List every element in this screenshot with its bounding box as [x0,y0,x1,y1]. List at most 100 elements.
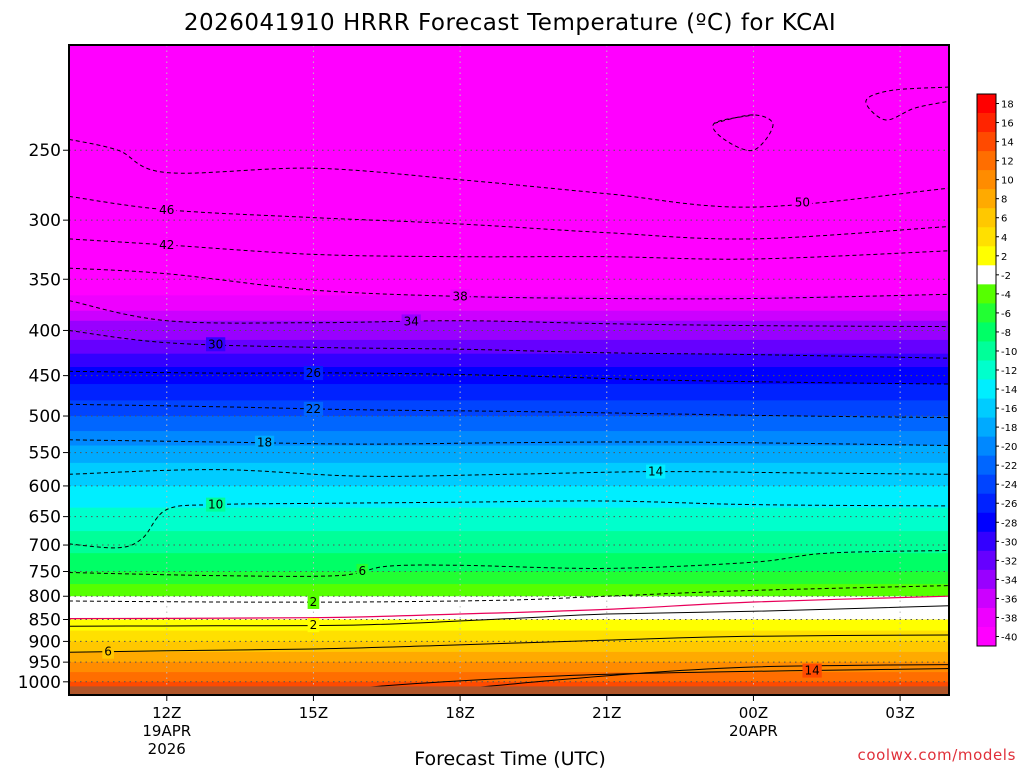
temperature-band [69,325,949,332]
temperature-band [69,396,949,402]
x-tick-label: 12Z [152,704,181,722]
temperature-band [69,459,949,464]
colorbar-label: -22 [1001,461,1017,472]
y-tick-label: 1000 [18,673,61,693]
isotherm-2 [69,605,949,627]
colorbar-swatch [977,303,996,323]
temperature-band [69,452,949,457]
temperature-band [69,310,949,317]
temperature-band [69,522,949,527]
colorbar-label: -24 [1001,480,1017,491]
contour-label-bg [356,563,369,578]
y-tick-label: 400 [29,321,61,341]
temperature-band [69,320,949,327]
chart-title: 2026041910 HRRR Forecast Temperature (ºC… [184,10,836,36]
colorbar-swatch [977,113,996,133]
temperature-band [69,362,949,368]
temperature-band [69,651,949,655]
temperature-band [69,579,949,583]
contour-label-bg [254,435,275,450]
temperature-band [69,462,949,468]
temperature-band [69,628,949,632]
temperature-band [69,596,949,600]
temperature-band [69,645,949,649]
colorbar-swatch [977,246,996,266]
contour-label-bg [303,401,324,416]
contour-label: 26 [306,366,321,380]
x-axis-label: Forecast Time (UTC) [414,748,605,768]
colorbar-swatch [977,265,996,285]
temperature-band [69,134,949,144]
temperature-band [69,492,949,497]
isotherm-minus-10 [69,500,949,549]
temperature-band [69,244,949,252]
temperature-band [69,676,949,679]
temperature-band [69,449,949,454]
contour-label-bg [646,464,666,479]
isotherm-minus-2 [69,585,949,603]
temperature-band [69,358,949,364]
colorbar-swatch [977,550,996,571]
isotherm-0 [69,595,949,620]
temperature-band [69,626,949,630]
y-tick-label: 650 [29,508,61,528]
temperature-band [69,226,949,234]
x-tick-label: 21Z [592,704,621,722]
y-tick-label: 950 [29,653,61,673]
temperature-band [69,344,949,350]
temperature-band [69,584,949,588]
isotherm-minus-42 [69,238,949,260]
contour-label-bg [157,202,177,217]
temperature-band [69,485,949,490]
temperature-band [69,92,949,103]
temperature-band [69,683,949,687]
x-tick-date: 19APR [142,722,191,740]
temperature-band [69,612,949,616]
temperature-band [69,54,949,66]
contour-label-bg [157,237,177,252]
temperature-band [69,507,949,512]
contour-label: 6 [104,645,112,659]
colorbar-label: -26 [1001,499,1017,510]
temperature-band [69,150,949,159]
colorbar-swatch [977,569,996,590]
temperature-band [69,273,949,281]
temperature-band [69,571,949,575]
temperature-band [69,179,949,188]
colorbar-swatch [977,588,996,609]
contour-label: 2 [310,618,318,632]
contour-label: 14 [648,465,663,479]
contour-label-bg [307,618,320,633]
colorbar-label: -8 [1001,328,1011,339]
temperature-band [69,621,949,625]
temperature-band [69,495,949,500]
contour-label-bg [792,195,812,210]
temperature-band [69,647,949,651]
temperature-band [69,531,949,535]
temperature-band [69,605,949,609]
contour-label-bg [401,314,421,329]
temperature-band [69,349,949,355]
temperature-band [69,64,949,75]
temperature-band [69,679,949,683]
temperature-band [69,547,949,552]
temperature-band [69,566,949,570]
temperature-band [69,593,949,598]
y-tick-label: 550 [29,444,61,464]
contour-label: 30 [208,337,223,351]
colorbar-swatch [977,455,996,476]
colorbar-label: -36 [1001,594,1017,605]
isotherm-minus-34 [69,300,949,328]
y-tick-label: 700 [29,536,61,556]
temperature-band [69,466,949,471]
y-tick-label: 850 [29,610,61,630]
temperature-band [69,563,949,568]
isotherm-minus-54 [865,86,949,121]
temperature-band [69,550,949,554]
x-tick-label: 00Z [739,704,768,722]
temperature-band [69,553,949,557]
temperature-band [69,504,949,509]
colorbar-label: 18 [1001,100,1014,111]
isotherm-minus-38 [69,267,949,300]
